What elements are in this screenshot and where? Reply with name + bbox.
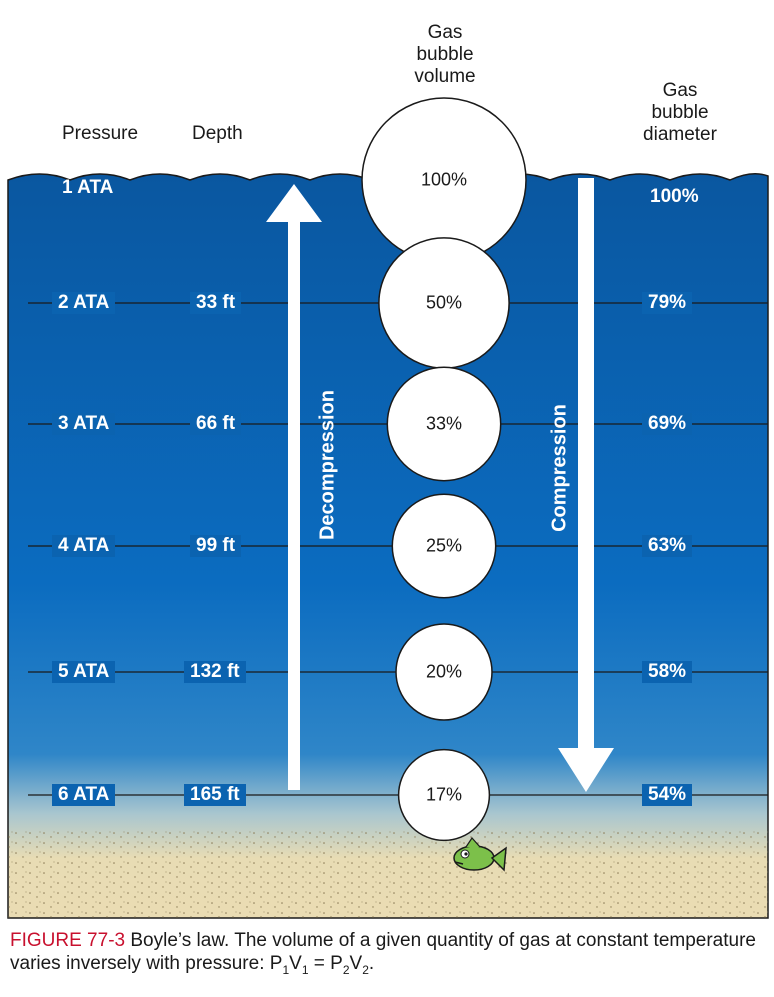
figure-number: FIGURE 77-3: [10, 930, 126, 951]
volume-label: 50%: [425, 292, 463, 313]
pressure-label: 4 ATA: [52, 535, 116, 557]
volume-label: 33%: [425, 413, 463, 434]
diameter-header: Gas bubble diameter: [625, 80, 735, 146]
eq-part: = P: [308, 953, 343, 974]
gas-bubble: [395, 623, 493, 721]
compression-label: Compression: [548, 404, 571, 532]
pressure-header: Pressure: [62, 123, 139, 144]
volume-label: 17%: [425, 784, 463, 805]
decompression-arrow: [266, 184, 322, 790]
eq-sub: 2: [362, 962, 369, 977]
eq-sub: 1: [282, 962, 290, 977]
gas-bubble: [397, 748, 491, 842]
diameter-label: 100%: [650, 186, 699, 207]
volume-label: 20%: [425, 661, 463, 682]
pressure-label: 1 ATA: [62, 177, 114, 198]
gas-bubble: [386, 366, 502, 482]
compression-arrow: [558, 178, 614, 792]
volume-header-line: bubble: [416, 44, 474, 65]
caption-text: Boyle’s law. The volume of a given quant…: [10, 930, 756, 974]
depth-label: 165 ft: [184, 784, 246, 806]
bubbles: [361, 97, 527, 842]
diameter-label: 54%: [642, 784, 693, 806]
depth-header: Depth: [192, 123, 243, 144]
eq-sub: 2: [342, 962, 350, 977]
volume-header: Gas bubble volume: [400, 22, 490, 88]
decompression-label: Decompression: [316, 389, 339, 541]
eq-part: V: [289, 953, 302, 974]
sand-texture: [8, 830, 768, 918]
diameter-header-line: diameter: [643, 124, 717, 145]
pressure-label: 6 ATA: [52, 784, 116, 806]
pressure-label: 2 ATA: [52, 292, 116, 314]
diameter-label: 63%: [642, 535, 693, 557]
pressure-label: 3 ATA: [52, 413, 116, 435]
volume-label: 25%: [425, 535, 463, 556]
depth-label: 33 ft: [190, 292, 242, 314]
gas-bubble: [391, 493, 497, 599]
depth-label: 132 ft: [184, 661, 246, 683]
diameter-header-line: Gas: [662, 80, 698, 101]
depth-label: 66 ft: [190, 413, 242, 435]
diameter-label: 69%: [642, 413, 693, 435]
pressure-label: 5 ATA: [52, 661, 116, 683]
diameter-label: 79%: [642, 292, 693, 314]
figure-caption: FIGURE 77-3 Boyle’s law. The volume of a…: [10, 929, 770, 982]
fish-illustration: [453, 837, 507, 872]
volume-header-line: Gas: [427, 22, 463, 43]
eq-sub: 1: [301, 962, 309, 977]
diameter-header-line: bubble: [651, 102, 709, 123]
volume-header-line: volume: [414, 66, 476, 87]
volume-label: 100%: [420, 169, 468, 190]
diameter-label: 58%: [642, 661, 693, 683]
eq-part: V: [349, 953, 363, 974]
depth-label: 99 ft: [190, 535, 242, 557]
eq-part: .: [368, 953, 375, 974]
